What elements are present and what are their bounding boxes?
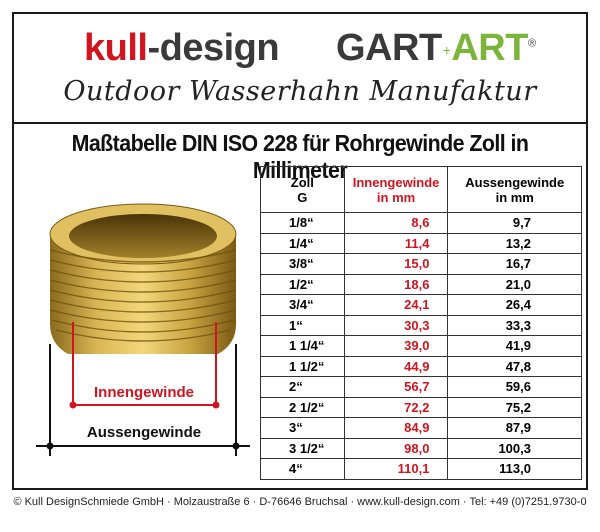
cell-zoll: 1/2“ [260,273,345,295]
table-row: 1/4“ 11,4 13,2 [260,232,582,254]
tagline: Outdoor Wasserhahn Manufaktur [63,76,537,107]
cell-outer: 26,4 [447,294,582,316]
cell-inner: 18,6 [343,273,449,295]
cell-zoll: 2 1/2“ [260,396,345,418]
logo-kull-text: kull [84,27,148,69]
cell-zoll: 1 1/4“ [260,335,345,357]
header-inner: Innengewinde in mm [343,166,449,213]
table-row: 3/8“ 15,0 16,7 [260,253,582,275]
cell-outer: 100,3 [447,437,582,459]
logo-gart-text: GART [336,27,442,69]
table-row: 1/2“ 18,6 21,0 [260,273,582,295]
cell-inner: 30,3 [343,314,449,336]
cell-inner: 84,9 [343,417,449,439]
cell-zoll: 1/4“ [260,232,345,254]
cell-zoll: 3/4“ [260,294,345,316]
cell-inner: 110,1 [343,458,449,480]
header-zoll-line1: Zoll [290,174,314,190]
cell-inner: 44,9 [343,355,449,377]
table-row: 4“ 110,1 113,0 [260,458,582,480]
cell-zoll: 2“ [260,376,345,398]
header-outer-line1: Aussengewinde [465,174,565,190]
cell-inner: 11,4 [343,232,449,254]
header-inner-line2: in mm [376,189,416,205]
footer-contact: © Kull DesignSchmiede GmbH · Molzaustraß… [13,496,587,508]
logo-design-text: design [159,27,280,69]
thread-fitting-illustration: Innengewinde Aussengewinde [36,203,250,456]
cell-outer: 9,7 [447,212,582,234]
cell-zoll: 4“ [260,458,345,480]
logo-dash-text: - [147,27,160,69]
cell-zoll: 3 1/2“ [260,437,345,459]
header-outer: Aussengewinde in mm [447,166,582,213]
inner-thread-dimension: Innengewinde [69,322,220,409]
document-frame: kull-design GART+ART® Outdoor Wasserhahn… [12,12,588,490]
table-row: 1/8“ 8,6 9,7 [260,212,582,234]
cell-inner: 39,0 [343,335,449,357]
cell-zoll: 1“ [260,314,345,336]
table-row: 3/4“ 24,1 26,4 [260,294,582,316]
registered-mark: ® [527,37,536,50]
table-row: 1“ 30,3 33,3 [260,314,582,336]
table-row: 3“ 84,9 87,9 [260,417,582,439]
table-row: 1 1/4“ 39,0 41,9 [260,335,582,357]
table-row: 1 1/2“ 44,9 47,8 [260,355,582,377]
brass-fitting [49,203,237,354]
header-outer-line2: in mm [495,189,534,205]
cell-outer: 47,8 [447,355,582,377]
cell-inner: 98,0 [343,437,449,459]
kull-design-logo: kull-design [84,27,280,70]
thread-size-table: Zoll G Innengewinde in mm Aussengewinde … [260,166,582,480]
logo-art-text: ART [451,27,528,69]
cell-outer: 59,6 [447,376,582,398]
table-row: 2 1/2“ 72,2 75,2 [260,396,582,418]
gartart-logo: GART+ART® [336,27,536,70]
cell-outer: 21,0 [447,273,582,295]
cell-outer: 41,9 [447,335,582,357]
cell-inner: 72,2 [343,396,449,418]
cell-outer: 16,7 [447,253,582,275]
header-inner-line1: Innengewinde [352,174,440,190]
outer-thread-label: Aussengewinde [87,424,201,441]
cell-zoll: 3“ [260,417,345,439]
table-row: 2“ 56,7 59,6 [260,376,582,398]
cell-inner: 24,1 [343,294,449,316]
header-zoll-line2: G [297,189,308,205]
inner-thread-label: Innengewinde [94,384,194,401]
header-divider [14,122,586,124]
cell-outer: 75,2 [447,396,582,418]
outer-thread-dimension: Aussengewinde [36,344,250,456]
cell-inner: 8,6 [343,212,449,234]
cell-outer: 13,2 [447,232,582,254]
cell-outer: 33,3 [447,314,582,336]
brand-header: kull-design GART+ART® [14,14,586,78]
cell-zoll: 1 1/2“ [260,355,345,377]
cell-inner: 15,0 [343,253,449,275]
header-zoll: Zoll G [260,166,345,213]
cell-outer: 113,0 [447,458,582,480]
table-row: 3 1/2“ 98,0 100,3 [260,437,582,459]
cell-zoll: 3/8“ [260,253,345,275]
logo-plus-text: + [442,41,451,58]
table-header-row: Zoll G Innengewinde in mm Aussengewinde … [260,166,582,213]
cell-outer: 87,9 [447,417,582,439]
cell-inner: 56,7 [343,376,449,398]
cell-zoll: 1/8“ [260,212,345,234]
